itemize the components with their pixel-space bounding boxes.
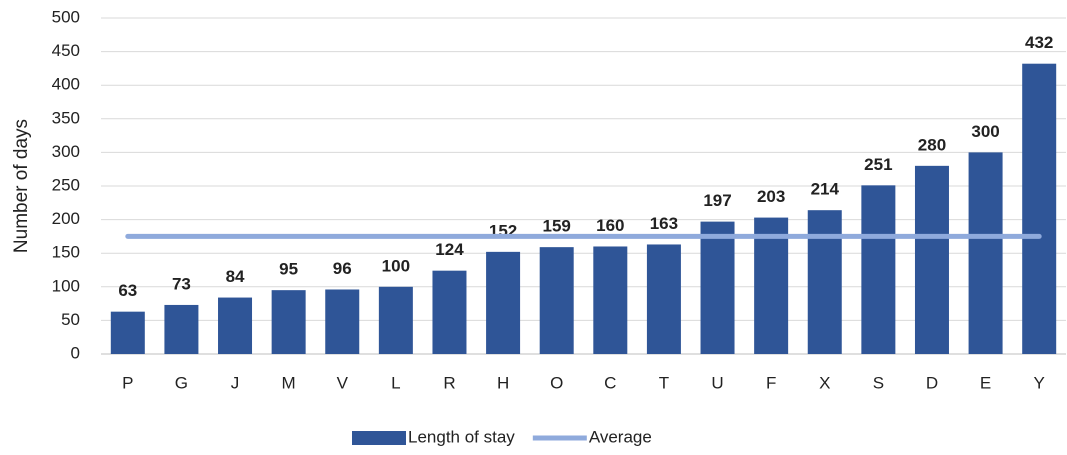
bar bbox=[486, 251, 521, 354]
legend-swatch bbox=[352, 431, 406, 445]
bar bbox=[968, 152, 1003, 354]
x-tick-label: R bbox=[443, 373, 455, 392]
bar bbox=[1022, 63, 1057, 355]
x-tick-label: H bbox=[497, 373, 509, 392]
y-tick-label: 0 bbox=[71, 343, 80, 362]
x-tick-label: C bbox=[604, 373, 616, 392]
y-tick-label: 500 bbox=[52, 7, 80, 26]
value-label: 163 bbox=[650, 214, 678, 233]
value-label: 95 bbox=[279, 260, 298, 279]
bar bbox=[432, 270, 467, 354]
legend-label: Average bbox=[589, 427, 652, 446]
bar bbox=[700, 221, 735, 354]
y-tick-label: 350 bbox=[52, 108, 80, 127]
value-label: 197 bbox=[703, 191, 731, 210]
bar bbox=[593, 246, 628, 354]
x-tick-label: O bbox=[550, 373, 563, 392]
bar bbox=[325, 289, 360, 354]
value-label: 300 bbox=[971, 122, 999, 141]
value-label: 214 bbox=[811, 180, 840, 199]
bar bbox=[861, 185, 896, 354]
y-tick-label: 200 bbox=[52, 209, 80, 228]
value-label: 100 bbox=[382, 256, 410, 275]
value-label: 159 bbox=[543, 217, 571, 236]
x-tick-label: X bbox=[819, 373, 830, 392]
y-tick-label: 150 bbox=[52, 243, 80, 262]
x-tick-label: L bbox=[391, 373, 400, 392]
x-tick-label: U bbox=[711, 373, 723, 392]
y-axis-title: Number of days bbox=[11, 119, 32, 253]
x-tick-label: F bbox=[766, 373, 776, 392]
value-label: 251 bbox=[864, 155, 892, 174]
bar bbox=[539, 247, 574, 354]
y-tick-label: 100 bbox=[52, 276, 80, 295]
bar bbox=[164, 304, 199, 354]
y-tick-label: 250 bbox=[52, 175, 80, 194]
x-tick-label: E bbox=[980, 373, 991, 392]
value-label: 96 bbox=[333, 259, 352, 278]
bar bbox=[378, 286, 413, 354]
bar bbox=[754, 217, 789, 354]
x-tick-label: M bbox=[282, 373, 296, 392]
legend-label: Length of stay bbox=[408, 427, 515, 446]
x-tick-label: S bbox=[873, 373, 884, 392]
value-label: 160 bbox=[596, 216, 624, 235]
x-tick-label: J bbox=[231, 373, 240, 392]
value-label: 203 bbox=[757, 187, 785, 206]
value-label: 84 bbox=[226, 267, 245, 286]
value-label: 63 bbox=[118, 281, 137, 300]
x-tick-label: V bbox=[337, 373, 349, 392]
bar bbox=[646, 244, 681, 354]
bar bbox=[807, 210, 842, 354]
y-tick-label: 50 bbox=[61, 310, 80, 329]
y-tick-label: 400 bbox=[52, 75, 80, 94]
bar bbox=[110, 311, 145, 354]
bar bbox=[271, 290, 306, 354]
value-label: 73 bbox=[172, 274, 191, 293]
y-tick-label: 300 bbox=[52, 142, 80, 161]
x-tick-label: P bbox=[122, 373, 133, 392]
x-tick-label: G bbox=[175, 373, 188, 392]
x-tick-label: T bbox=[659, 373, 669, 392]
bar bbox=[914, 165, 949, 354]
value-label: 432 bbox=[1025, 33, 1053, 52]
bar bbox=[218, 297, 253, 354]
value-label: 280 bbox=[918, 135, 946, 154]
value-label: 124 bbox=[435, 240, 464, 259]
x-tick-label: D bbox=[926, 373, 938, 392]
y-tick-label: 450 bbox=[52, 41, 80, 60]
x-tick-label: Y bbox=[1034, 373, 1045, 392]
